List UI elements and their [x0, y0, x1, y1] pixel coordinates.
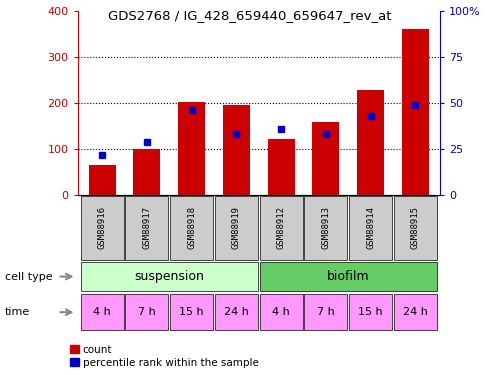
Bar — [349, 196, 392, 260]
Bar — [260, 196, 302, 260]
Text: GSM88913: GSM88913 — [322, 206, 330, 249]
Text: GSM88916: GSM88916 — [98, 206, 106, 249]
Text: 15 h: 15 h — [180, 307, 204, 317]
Text: GDS2768 / IG_428_659440_659647_rev_at: GDS2768 / IG_428_659440_659647_rev_at — [108, 9, 392, 22]
Text: 4 h: 4 h — [272, 307, 290, 317]
Bar — [178, 102, 205, 195]
Text: GSM88918: GSM88918 — [187, 206, 196, 249]
Text: cell type: cell type — [5, 272, 52, 282]
Bar — [223, 105, 250, 195]
Bar — [126, 294, 168, 330]
Bar — [170, 196, 213, 260]
Bar — [304, 294, 348, 330]
Text: 15 h: 15 h — [358, 307, 383, 317]
Bar — [312, 122, 340, 195]
Bar — [260, 294, 302, 330]
Legend: count, percentile rank within the sample: count, percentile rank within the sample — [70, 345, 258, 368]
Bar — [349, 294, 392, 330]
Text: 24 h: 24 h — [403, 307, 428, 317]
Bar — [357, 90, 384, 195]
Text: 4 h: 4 h — [93, 307, 111, 317]
Bar — [88, 165, 116, 195]
Text: GSM88917: GSM88917 — [142, 206, 152, 249]
Bar — [394, 294, 437, 330]
Bar — [80, 196, 124, 260]
Text: GSM88915: GSM88915 — [411, 206, 420, 249]
Bar — [304, 196, 348, 260]
Text: suspension: suspension — [134, 270, 204, 283]
Bar — [268, 139, 294, 195]
Bar — [260, 262, 437, 291]
Bar — [80, 294, 124, 330]
Text: 7 h: 7 h — [138, 307, 156, 317]
Text: time: time — [5, 307, 30, 317]
Bar — [80, 262, 258, 291]
Bar — [170, 294, 213, 330]
Bar — [402, 29, 429, 195]
Bar — [126, 196, 168, 260]
Text: biofilm: biofilm — [327, 270, 370, 283]
Bar — [215, 196, 258, 260]
Bar — [394, 196, 437, 260]
Text: 24 h: 24 h — [224, 307, 249, 317]
Text: GSM88914: GSM88914 — [366, 206, 375, 249]
Text: 7 h: 7 h — [317, 307, 335, 317]
Bar — [215, 294, 258, 330]
Bar — [134, 149, 160, 195]
Text: GSM88912: GSM88912 — [276, 206, 285, 249]
Text: GSM88919: GSM88919 — [232, 206, 241, 249]
